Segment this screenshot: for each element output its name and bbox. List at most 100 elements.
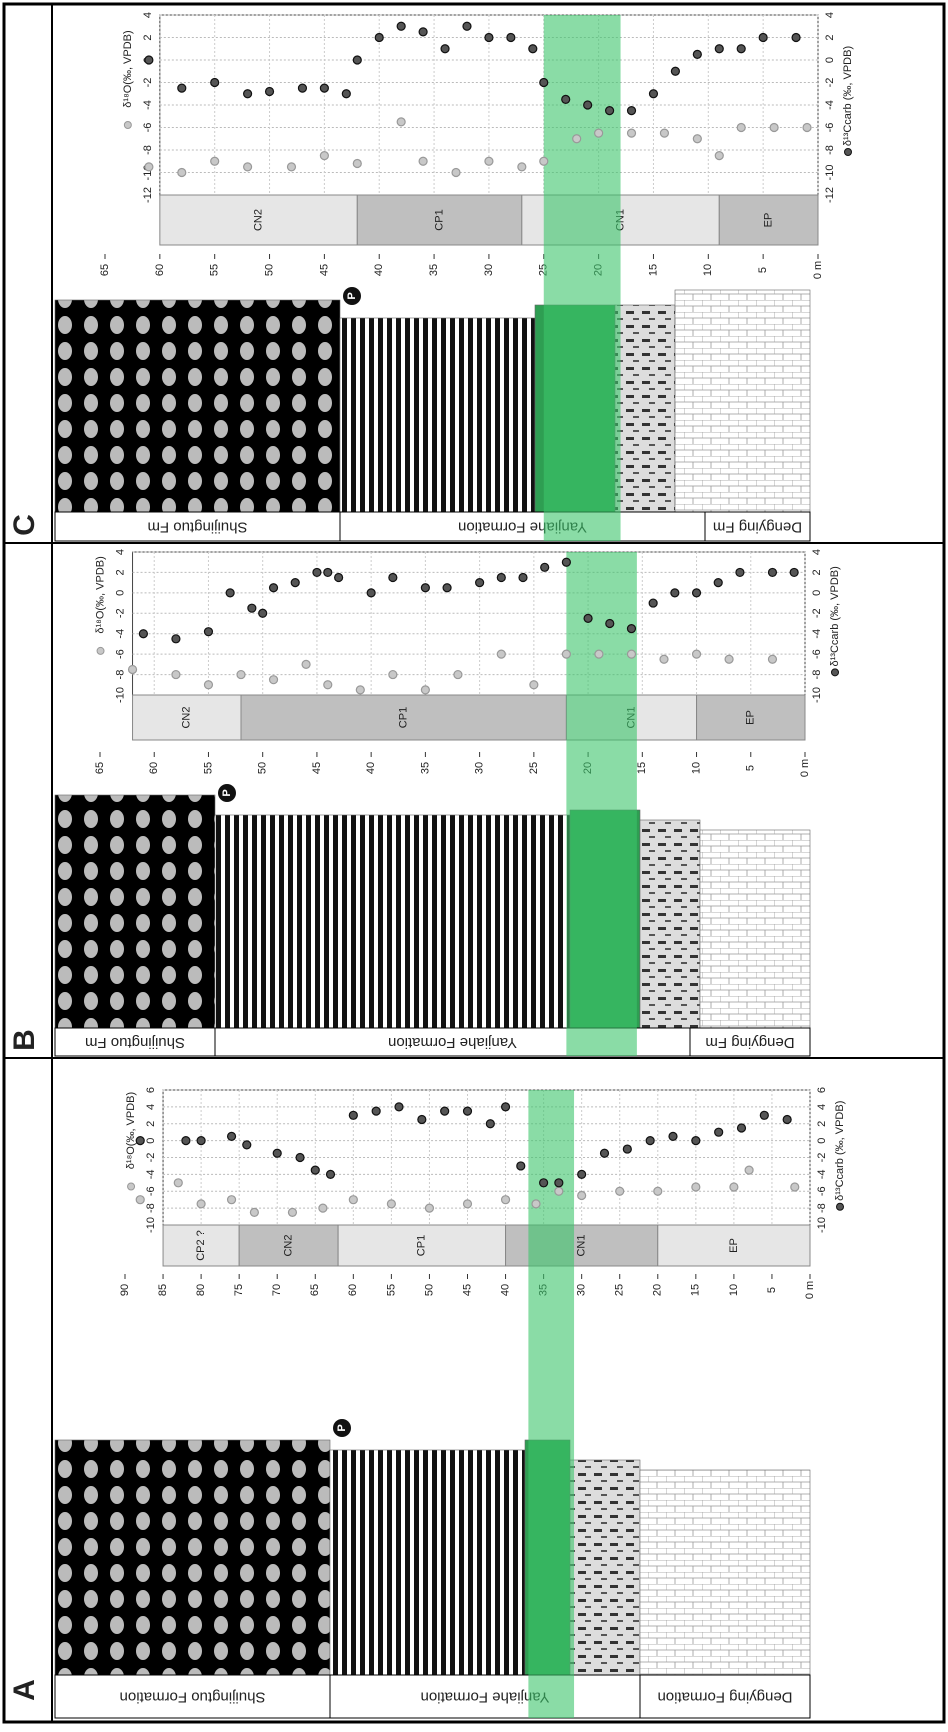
data-point bbox=[790, 1182, 800, 1192]
data-point bbox=[334, 572, 344, 583]
data-point bbox=[127, 664, 138, 675]
data-point bbox=[418, 27, 428, 37]
x-tick-label: 35 bbox=[419, 762, 431, 774]
data-point bbox=[496, 649, 506, 659]
y-tick-label: 2 bbox=[142, 34, 154, 40]
zone-label: CP2 ? bbox=[195, 1230, 207, 1261]
zone-label: EP bbox=[728, 1238, 740, 1253]
data-point bbox=[394, 1102, 404, 1112]
data-point bbox=[243, 89, 253, 99]
data-point bbox=[181, 1136, 191, 1146]
formation-cell bbox=[704, 511, 811, 542]
data-point bbox=[485, 1119, 495, 1129]
legend-label: δ¹³Ccarb (‰, VPDB) bbox=[834, 1101, 846, 1201]
y-tick-label: 0 bbox=[811, 590, 823, 596]
y-tick-label: -4 bbox=[824, 100, 836, 110]
y-tick-label: 0 bbox=[816, 1138, 828, 1144]
y-tick-label: 4 bbox=[145, 1104, 157, 1110]
data-point bbox=[386, 1199, 396, 1209]
formation-label: Dengying Fm bbox=[705, 1034, 794, 1051]
y-tick-label: 4 bbox=[824, 12, 836, 18]
lithology bbox=[569, 1459, 641, 1676]
data-point bbox=[272, 1148, 282, 1158]
formation-label: Shuijingtuo Fm bbox=[147, 519, 247, 536]
formation-cell bbox=[639, 1674, 811, 1719]
data-point bbox=[268, 675, 279, 685]
data-point bbox=[500, 1102, 511, 1112]
zone-label: EP bbox=[745, 710, 757, 725]
data-point bbox=[659, 128, 670, 138]
data-point bbox=[177, 83, 187, 93]
formation-cell bbox=[689, 1027, 811, 1057]
data-point bbox=[226, 1131, 237, 1142]
data-point bbox=[355, 685, 365, 695]
y-tick-label: 4 bbox=[142, 12, 154, 18]
data-point bbox=[529, 680, 539, 690]
data-point bbox=[626, 106, 637, 116]
y-tick-label: -10 bbox=[816, 1217, 828, 1233]
data-point bbox=[301, 659, 311, 669]
x-tick-label: 20 bbox=[652, 1284, 664, 1296]
highlight-band bbox=[543, 15, 621, 541]
formation-label: Dengying Formation bbox=[657, 1689, 792, 1706]
formation-label: Yanjiahe Formation bbox=[388, 1034, 517, 1051]
highlight-band bbox=[528, 1090, 575, 1718]
y-tick-label: -8 bbox=[824, 145, 836, 155]
y-tick-label: 4 bbox=[811, 549, 823, 555]
formation-cell bbox=[54, 1027, 216, 1057]
data-point bbox=[691, 649, 702, 659]
lithology bbox=[639, 1469, 811, 1676]
data-point bbox=[583, 100, 593, 110]
x-tick-label: 65 bbox=[94, 762, 106, 774]
legend-label: δ¹³Ccarb (‰, VPDB) bbox=[842, 46, 854, 146]
zone-label: CP1 bbox=[416, 1235, 428, 1256]
data-point bbox=[203, 627, 214, 637]
marker-label: P bbox=[336, 1424, 348, 1431]
data-point bbox=[583, 613, 593, 623]
formation-label: Shuijingtuo Formation bbox=[120, 1689, 266, 1706]
data-point bbox=[729, 1182, 739, 1192]
x-tick-label: 55 bbox=[202, 762, 214, 774]
legend-swatch bbox=[831, 668, 839, 677]
x-tick-label: 25 bbox=[614, 1284, 626, 1296]
y-tick-label: 2 bbox=[145, 1121, 157, 1127]
data-point bbox=[451, 167, 461, 178]
y-tick-label: 2 bbox=[114, 569, 126, 575]
data-point bbox=[789, 567, 799, 578]
data-point bbox=[462, 1199, 473, 1209]
data-point bbox=[420, 583, 430, 593]
data-point bbox=[736, 122, 746, 133]
data-point bbox=[577, 1169, 587, 1179]
x-tick-label: 80 bbox=[195, 1284, 207, 1296]
lithology bbox=[674, 289, 811, 513]
data-point bbox=[626, 624, 637, 634]
data-point bbox=[517, 162, 527, 172]
y-tick-label: -2 bbox=[816, 1153, 828, 1163]
formation-label: Dengying Fm bbox=[713, 519, 802, 536]
panel-label: C bbox=[8, 514, 41, 536]
legend-label: δ¹³Ccarb (‰, VPDB) bbox=[829, 566, 841, 666]
data-point bbox=[516, 1161, 526, 1171]
formation-cell bbox=[54, 511, 341, 542]
lithology bbox=[639, 819, 701, 1029]
data-point bbox=[572, 134, 582, 144]
legend-swatch bbox=[844, 148, 852, 156]
zone bbox=[132, 694, 242, 741]
x-tick-label: 50 bbox=[423, 1284, 435, 1296]
data-point bbox=[615, 1186, 625, 1196]
data-point bbox=[561, 557, 571, 567]
plot-frame bbox=[162, 1089, 811, 1226]
y-tick-label: -8 bbox=[811, 670, 823, 680]
data-point bbox=[236, 669, 246, 680]
x-tick-label: 5 bbox=[757, 267, 769, 273]
y-tick-label: -6 bbox=[816, 1186, 828, 1196]
x-tick-label: 30 bbox=[576, 1284, 588, 1296]
x-tick-label: 60 bbox=[154, 264, 166, 276]
y-tick-label: -4 bbox=[811, 629, 823, 639]
y-tick-label: 4 bbox=[114, 549, 126, 555]
data-point bbox=[312, 567, 322, 578]
data-point bbox=[767, 567, 778, 578]
y-tick-label: -2 bbox=[824, 78, 836, 88]
x-tick-label: 45 bbox=[318, 264, 330, 276]
